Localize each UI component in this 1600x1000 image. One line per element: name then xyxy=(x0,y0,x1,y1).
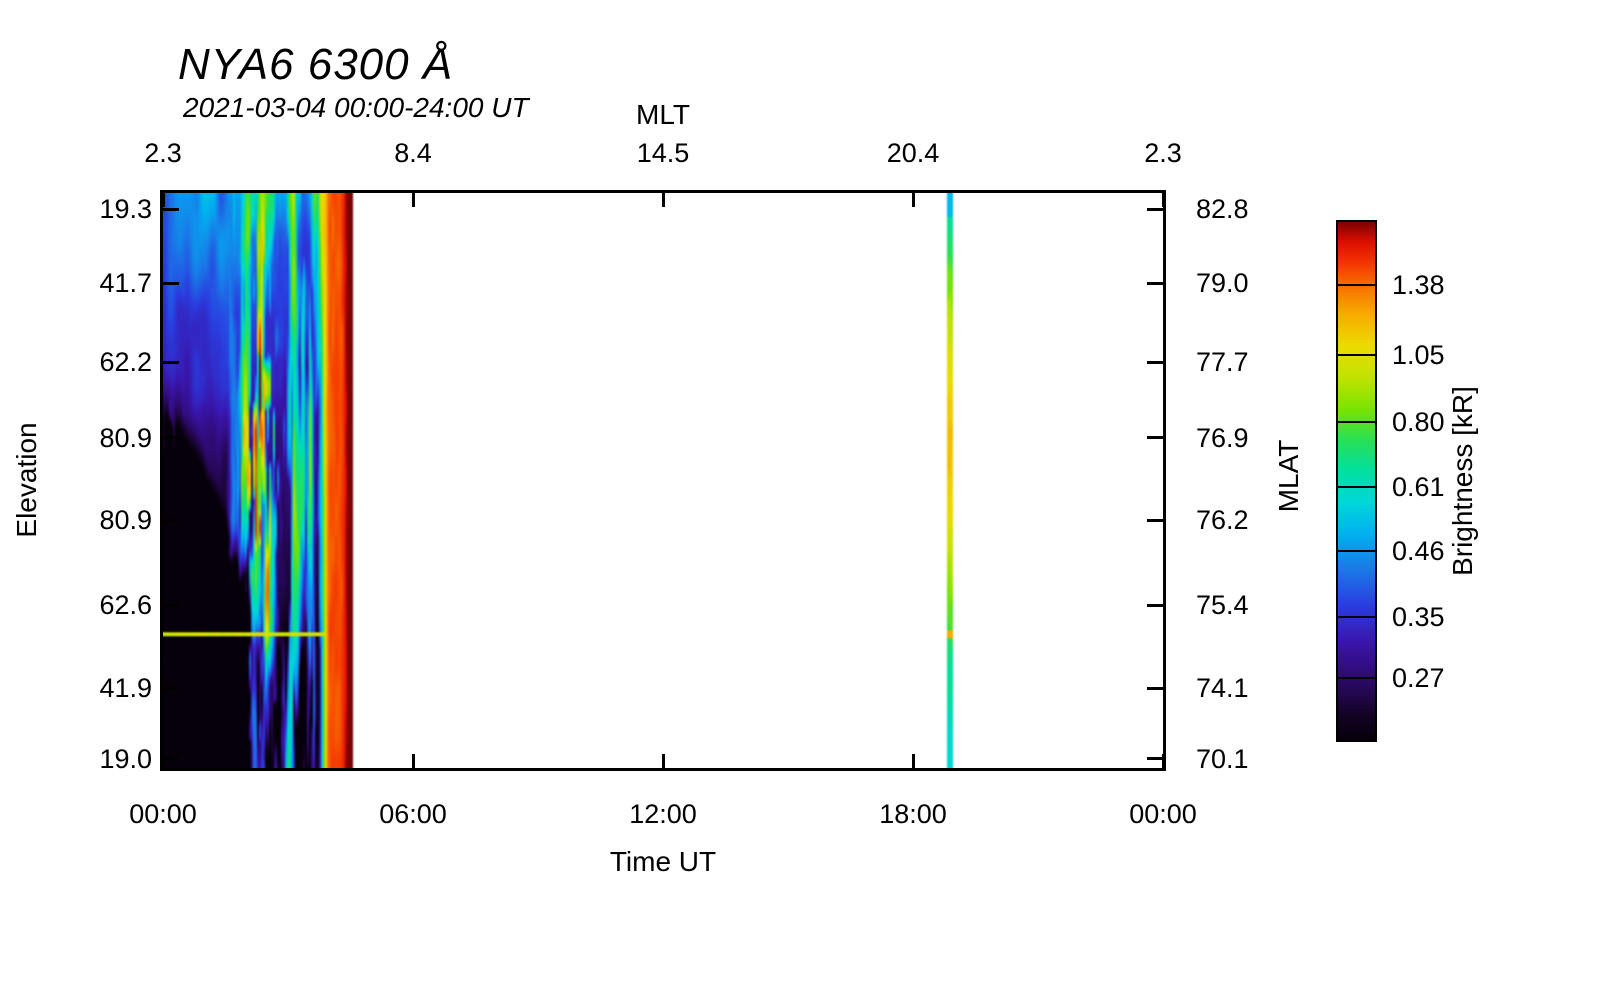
axis-tick-mark xyxy=(161,193,165,207)
right-axis-tick-label: 76.9 xyxy=(1196,422,1249,453)
colorbar-tick-label: 0.27 xyxy=(1392,662,1445,693)
axis-tick-mark xyxy=(1147,518,1163,522)
colorbar-tick-mark xyxy=(1338,616,1375,619)
right-axis-tick-label: 75.4 xyxy=(1196,590,1249,621)
left-axis-tick-label: 19.3 xyxy=(99,194,152,225)
colorbar-gradient-canvas xyxy=(1338,222,1375,740)
colorbar-tick-mark xyxy=(1338,676,1375,679)
chart-title: NYA6 6300 Å xyxy=(178,40,454,89)
axis-tick-mark xyxy=(1147,603,1163,607)
bottom-axis-tick-label: 18:00 xyxy=(879,799,947,829)
axis-tick-mark xyxy=(661,193,665,207)
axis-tick-mark xyxy=(1147,436,1163,440)
right-axis-tick-label: 76.2 xyxy=(1196,505,1249,536)
left-axis-tick-label: 41.7 xyxy=(99,268,152,299)
colorbar-tick-mark xyxy=(1338,549,1375,552)
right-axis-tick-label: 70.1 xyxy=(1196,743,1249,774)
top-axis-tick-label: 8.4 xyxy=(394,138,432,168)
bottom-axis-tick-label: 00:00 xyxy=(129,799,197,829)
colorbar-tick-label: 0.46 xyxy=(1392,535,1445,566)
axis-tick-mark xyxy=(163,281,179,285)
top-axis-tick-label: 2.3 xyxy=(1144,138,1182,168)
left-axis-tick-label: 62.6 xyxy=(99,590,152,621)
axis-tick-mark xyxy=(1161,754,1165,768)
axis-tick-mark xyxy=(411,754,415,768)
axis-tick-mark xyxy=(1147,360,1163,364)
colorbar-tick-mark xyxy=(1338,486,1375,489)
right-axis-tick-label: 74.1 xyxy=(1196,673,1249,704)
colorbar-tick-label: 1.38 xyxy=(1392,270,1445,301)
bottom-axis-tick-label: 06:00 xyxy=(379,799,447,829)
bottom-axis-tick-label: 00:00 xyxy=(1129,799,1197,829)
axis-tick-mark xyxy=(163,757,179,761)
axis-tick-mark xyxy=(163,686,179,690)
colorbar-tick-label: 0.80 xyxy=(1392,406,1445,437)
colorbar xyxy=(1336,220,1377,742)
right-axis-tick-label: 77.7 xyxy=(1196,347,1249,378)
colorbar-tick-mark xyxy=(1338,420,1375,423)
bottom-axis-tick-label: 12:00 xyxy=(629,799,697,829)
axis-tick-mark xyxy=(661,754,665,768)
axis-tick-mark xyxy=(163,436,179,440)
top-axis-label: MLT xyxy=(636,99,690,130)
chart-subtitle: 2021-03-04 00:00-24:00 UT xyxy=(183,92,529,123)
left-axis-tick-label: 19.0 xyxy=(99,743,152,774)
left-axis-label: Elevation xyxy=(11,422,42,538)
axis-tick-mark xyxy=(161,754,165,768)
axis-tick-mark xyxy=(1147,207,1163,211)
axis-tick-mark xyxy=(163,518,179,522)
axis-tick-mark xyxy=(163,360,179,364)
left-axis-tick-label: 41.9 xyxy=(99,673,152,704)
axis-tick-mark xyxy=(1147,757,1163,761)
top-axis-tick-label: 2.3 xyxy=(144,138,182,168)
left-axis-tick-label: 80.9 xyxy=(99,422,152,453)
colorbar-tick-mark xyxy=(1338,354,1375,357)
bottom-axis-label: Time UT xyxy=(609,846,717,877)
axis-tick-mark xyxy=(163,207,179,211)
top-axis-tick-label: 14.5 xyxy=(636,138,690,168)
right-axis-tick-label: 79.0 xyxy=(1196,268,1249,299)
plot-area xyxy=(160,190,1166,771)
axis-tick-mark xyxy=(163,603,179,607)
axis-tick-mark xyxy=(911,754,915,768)
right-axis-tick-label: 82.8 xyxy=(1196,194,1249,225)
left-axis-tick-label: 62.2 xyxy=(99,347,152,378)
axis-tick-mark xyxy=(411,193,415,207)
colorbar-tick-label: 0.61 xyxy=(1392,472,1445,503)
axis-tick-mark xyxy=(911,193,915,207)
keogram-canvas xyxy=(163,193,1163,768)
colorbar-tick-mark xyxy=(1338,284,1375,287)
colorbar-tick-label: 1.05 xyxy=(1392,340,1445,371)
top-axis-tick-label: 20.4 xyxy=(886,138,940,168)
axis-tick-mark xyxy=(1147,281,1163,285)
colorbar-tick-label: 0.35 xyxy=(1392,602,1445,633)
axis-tick-mark xyxy=(1147,686,1163,690)
axis-tick-mark xyxy=(1161,193,1165,207)
left-axis-tick-label: 80.9 xyxy=(99,505,152,536)
